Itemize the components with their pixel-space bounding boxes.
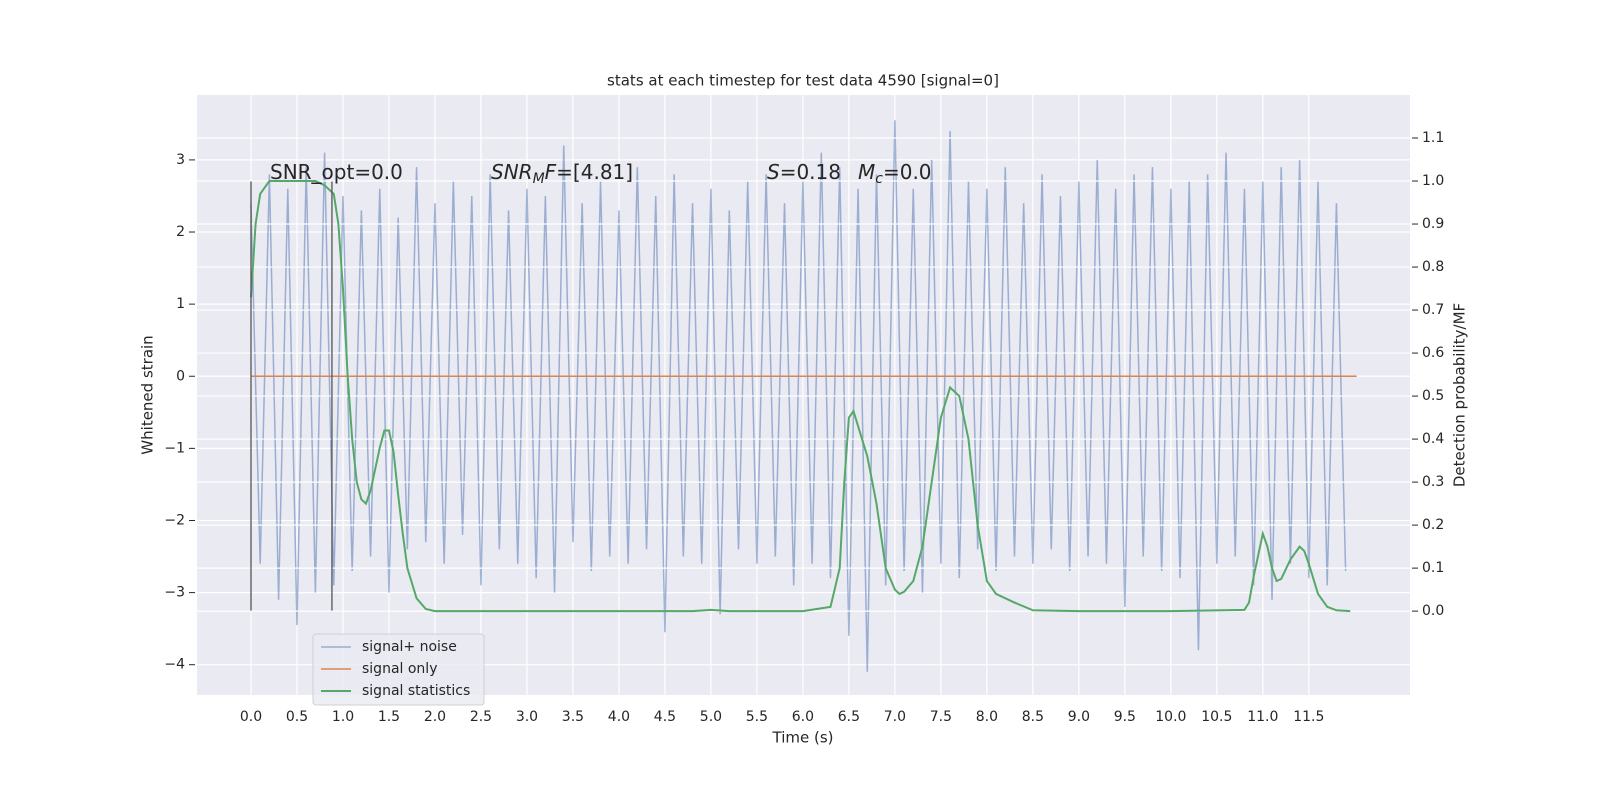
annotation-part: S (767, 160, 780, 184)
y2-tick-label: 0.8 (1422, 259, 1444, 275)
x-tick-label: 7.5 (930, 709, 952, 725)
series-line (250, 120, 1347, 672)
annotation: S=0.18 (767, 160, 841, 184)
annotation-part: =[4.81] (556, 160, 633, 184)
x-tick-label: 2.0 (424, 709, 446, 725)
x-tick-label: 1.5 (378, 709, 400, 725)
chart-title: stats at each timestep for test data 459… (607, 72, 999, 90)
marks (250, 120, 1357, 672)
x-tick-label: 9.0 (1068, 709, 1090, 725)
series-line (249, 180, 1351, 613)
y2-tick-label: 0.6 (1422, 345, 1444, 361)
y-tick-label: −1 (164, 440, 185, 456)
y-tick-label: −2 (164, 512, 185, 528)
x-tick-label: 8.0 (976, 709, 998, 725)
legend: signal+ noise signal only signal statistic… (312, 633, 485, 706)
legend-label: signal only (362, 661, 437, 677)
x-tick-label: 6.5 (838, 709, 860, 725)
y-tick-label: 0 (176, 368, 185, 384)
x-tick-label: 7.0 (884, 709, 906, 725)
y2-tick-label: 0.4 (1422, 431, 1444, 447)
x-tick-label: 3.0 (516, 709, 538, 725)
x-axis-label: Time (s) (772, 729, 834, 747)
annotation-part: =0.18 (780, 160, 841, 184)
annotation: SNR_opt=0.0 (270, 160, 403, 184)
y2-tick-label: 1.0 (1422, 173, 1444, 189)
y2-tick-label: 0.0 (1422, 603, 1444, 619)
legend-label: signal+ noise (362, 639, 457, 655)
y2-tick-label: 0.1 (1422, 560, 1444, 576)
y2-axis-label: Detection probability/MF (1451, 303, 1469, 487)
x-tick-label: 5.0 (700, 709, 722, 725)
y-tick-label: 1 (176, 296, 185, 312)
annotation-part: SNR_opt=0.0 (270, 160, 403, 184)
x-tick-label: 11.5 (1293, 709, 1324, 725)
legend-label: signal statistics (362, 683, 470, 699)
annotation-part: SNR (491, 160, 533, 184)
ticks: 0.0 0.5 1.0 1.5 2.0 2.5 3.0 3.5 4.0 4.5 5.0 5.5 6.0 6… (164, 130, 1444, 725)
y2-tick-label: 0.3 (1422, 474, 1444, 490)
x-tick-label: 11.0 (1247, 709, 1278, 725)
x-tick-label: 2.5 (470, 709, 492, 725)
x-tick-label: 8.5 (1022, 709, 1044, 725)
x-tick-label: 0.0 (240, 709, 262, 725)
y-tick-label: −3 (164, 585, 185, 601)
annotation: SNRMF=[4.81] (491, 160, 633, 188)
y2-tick-label: 0.2 (1422, 517, 1444, 533)
annotations: SNR_opt=0.0 SNRMF=[4.81] S=0.18 Mc=0.0 (270, 160, 932, 188)
x-tick-label: 0.5 (286, 709, 308, 725)
x-tick-label: 4.0 (608, 709, 630, 725)
x-tick-label: 5.5 (746, 709, 768, 725)
y-axis-label: Whitened strain (139, 335, 157, 454)
x-tick-label: 4.5 (654, 709, 676, 725)
x-tick-label: 10.5 (1201, 709, 1232, 725)
y2-tick-label: 1.1 (1422, 130, 1444, 146)
x-tick-label: 3.5 (562, 709, 584, 725)
marks-secondary (249, 180, 1351, 613)
legend-box (312, 633, 485, 706)
annotation-part: c (875, 171, 883, 187)
y-tick-label: −4 (164, 657, 185, 673)
y2-tick-label: 0.7 (1422, 302, 1444, 318)
y2-tick-label: 0.9 (1422, 216, 1444, 232)
y-tick-label: 2 (176, 224, 185, 240)
annotation-part: M (533, 171, 545, 187)
annotation: Mc=0.0 (858, 160, 932, 188)
annotation-part: M (858, 160, 875, 184)
annotation-part: =0.0 (883, 160, 932, 184)
x-tick-label: 6.0 (792, 709, 814, 725)
y2-tick-label: 0.5 (1422, 388, 1444, 404)
x-tick-label: 10.0 (1155, 709, 1186, 725)
x-tick-label: 1.0 (332, 709, 354, 725)
y-tick-label: 3 (176, 152, 185, 168)
annotation-part: F (545, 160, 557, 184)
x-tick-label: 9.5 (1114, 709, 1136, 725)
